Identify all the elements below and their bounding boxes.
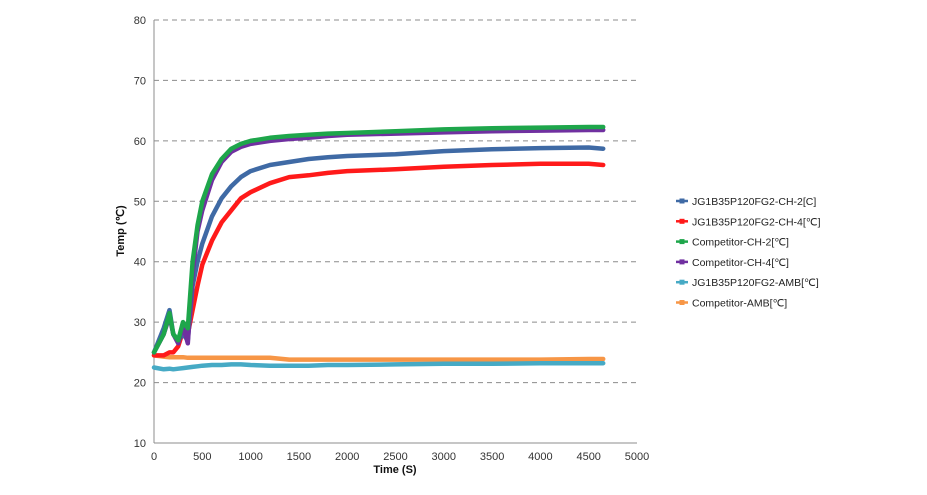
x-axis-title: Time (S) xyxy=(373,464,417,476)
series-line-2 xyxy=(151,161,606,358)
x-tick-label: 3000 xyxy=(432,451,456,463)
legend-label: Competitor-AMB[℃] xyxy=(692,298,787,310)
legend-label: Competitor-CH-2[℃] xyxy=(692,237,789,249)
legend-square-marker xyxy=(679,239,685,245)
legend-square-marker xyxy=(679,218,685,224)
legend-square-marker xyxy=(679,300,685,305)
legend-square-marker xyxy=(679,279,685,285)
y-tick-label: 30 xyxy=(134,317,146,329)
y-axis-title: Temp (℃) xyxy=(115,205,127,257)
series-line-3 xyxy=(151,124,606,355)
legend-square-marker xyxy=(679,259,685,265)
series-line-6 xyxy=(151,353,606,362)
x-tick-label: 2500 xyxy=(383,451,407,463)
y-tick-label: 50 xyxy=(134,196,146,208)
gridlines xyxy=(154,19,637,384)
x-tick-label: 3500 xyxy=(480,451,504,463)
x-tick-label: 0 xyxy=(151,451,157,463)
legend: JG1B35P120FG2-CH-2[C] JG1B35P120FG2-CH-4[… xyxy=(676,196,821,310)
y-tick-label: 20 xyxy=(134,378,146,390)
x-tick-label: 4500 xyxy=(576,451,600,463)
legend-square-marker xyxy=(679,198,685,204)
series-lines xyxy=(151,124,606,372)
legend-label: JG1B35P120FG2-CH-4[℃] xyxy=(692,216,821,228)
x-tick-label: 5000 xyxy=(625,451,649,463)
axes xyxy=(153,20,637,444)
y-tick-labels: 10 20 30 40 50 60 70 80 xyxy=(134,15,146,450)
legend-label: Competitor-CH-4[℃] xyxy=(692,257,789,269)
y-tick-label: 40 xyxy=(134,257,146,269)
x-tick-labels: 0 500 1000 1500 2000 2500 3000 3500 4000 4500 5000 xyxy=(151,451,649,463)
legend-label: JG1B35P120FG2-AMB[℃] xyxy=(692,277,819,289)
y-tick-label: 10 xyxy=(134,438,146,450)
x-tick-label: 1000 xyxy=(238,451,262,463)
x-tick-label: 1500 xyxy=(287,451,311,463)
y-tick-label: 70 xyxy=(134,75,146,87)
y-tick-label: 80 xyxy=(134,15,146,27)
y-tick-label: 60 xyxy=(134,136,146,148)
x-tick-label: 4000 xyxy=(528,451,552,463)
x-tick-label: 500 xyxy=(193,451,211,463)
legend-label: JG1B35P120FG2-CH-2[C] xyxy=(692,196,816,208)
x-tick-label: 2000 xyxy=(335,451,359,463)
series-line-5 xyxy=(151,360,606,372)
